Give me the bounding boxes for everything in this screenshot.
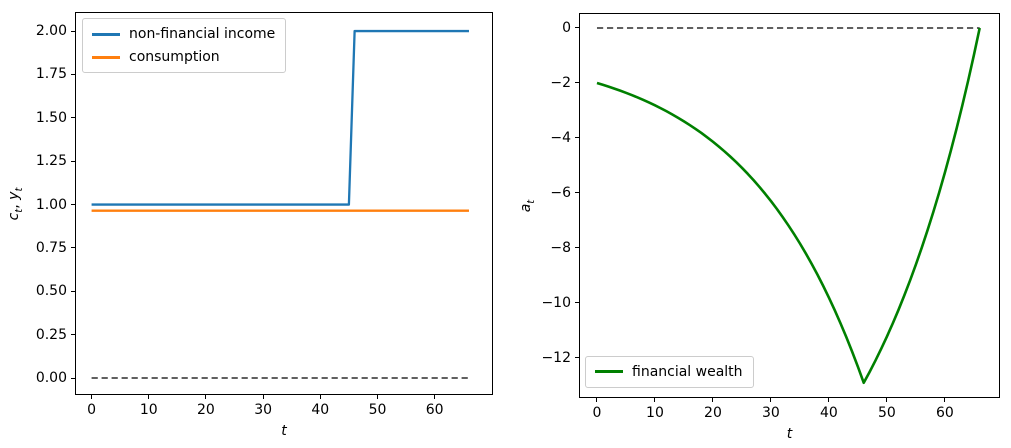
x-tick-label: 60 bbox=[935, 405, 954, 421]
y-tick-mark bbox=[71, 73, 75, 75]
x-tick-mark bbox=[148, 395, 150, 399]
x-tick-label: 20 bbox=[197, 402, 215, 418]
y-tick-label: −2 bbox=[550, 74, 571, 91]
x-tick-mark bbox=[91, 395, 93, 399]
y-tick-mark bbox=[71, 160, 75, 162]
legend-label-non-financial-income: non-financial income bbox=[129, 26, 276, 42]
x-tick-label: 50 bbox=[877, 405, 896, 421]
legend-label-financial-wealth: financial wealth bbox=[632, 363, 743, 380]
y-tick-mark bbox=[71, 30, 75, 32]
x-tick-label: 0 bbox=[87, 402, 97, 418]
x-tick-mark bbox=[319, 395, 321, 399]
y-tick-mark bbox=[575, 302, 579, 304]
series-line-financial-wealth bbox=[596, 27, 981, 385]
y-tick-label: −4 bbox=[550, 129, 571, 146]
left-legend: non-financial income consumption bbox=[82, 18, 287, 74]
y-tick-label: 2.00 bbox=[35, 23, 67, 40]
x-tick-label: 50 bbox=[368, 402, 387, 418]
y-tick-mark bbox=[71, 290, 75, 292]
x-tick-label: 10 bbox=[646, 405, 664, 421]
y-tick-label: 0.25 bbox=[35, 326, 67, 343]
series-line-non-financial-income bbox=[91, 29, 469, 206]
y-tick-label: −8 bbox=[550, 239, 571, 256]
legend-line-sample-blue bbox=[92, 32, 120, 36]
left-x-axis-label: t bbox=[281, 423, 287, 439]
y-tick-mark bbox=[71, 334, 75, 336]
x-tick-mark bbox=[434, 395, 436, 399]
y-tick-mark bbox=[575, 82, 579, 84]
x-tick-mark bbox=[944, 398, 946, 402]
left-plot-area bbox=[75, 12, 493, 395]
axes-frame bbox=[75, 12, 493, 395]
x-tick-label: 10 bbox=[139, 402, 158, 418]
x-tick-mark bbox=[376, 395, 378, 399]
x-tick-label: 40 bbox=[820, 405, 838, 421]
y-tick-label: 1.50 bbox=[35, 109, 67, 126]
legend-item-non-financial-income: non-financial income bbox=[92, 26, 275, 42]
x-tick-label: 30 bbox=[762, 405, 780, 421]
right-x-axis-label: t bbox=[786, 426, 793, 442]
x-tick-mark bbox=[770, 398, 772, 402]
y-tick-mark bbox=[71, 377, 75, 379]
y-tick-label: 1.00 bbox=[35, 196, 67, 213]
x-tick-mark bbox=[596, 398, 598, 402]
y-tick-label: −12 bbox=[541, 349, 571, 366]
left-plot-axes: non-financial income consumption bbox=[75, 12, 493, 395]
y-tick-label: 1.75 bbox=[35, 66, 67, 83]
legend-label-consumption: consumption bbox=[129, 49, 220, 66]
y-tick-mark bbox=[71, 204, 75, 206]
legend-item-financial-wealth: financial wealth bbox=[595, 364, 743, 380]
x-tick-label: 20 bbox=[704, 405, 722, 421]
x-tick-mark bbox=[262, 395, 264, 399]
y-tick-mark bbox=[575, 247, 579, 249]
y-tick-mark bbox=[575, 357, 579, 359]
x-tick-label: 60 bbox=[425, 402, 444, 418]
y-tick-mark bbox=[71, 117, 75, 119]
x-tick-label: 40 bbox=[311, 402, 330, 418]
y-tick-mark bbox=[575, 137, 579, 139]
y-tick-label: −10 bbox=[541, 294, 571, 311]
x-tick-mark bbox=[886, 398, 888, 402]
x-tick-mark bbox=[654, 398, 656, 402]
y-tick-label: 1.25 bbox=[35, 153, 67, 170]
x-tick-mark bbox=[828, 398, 830, 402]
right-legend: financial wealth bbox=[585, 355, 754, 388]
y-tick-mark bbox=[575, 27, 579, 29]
y-tick-mark bbox=[575, 192, 579, 194]
axes-frame bbox=[579, 13, 1000, 398]
x-tick-label: 30 bbox=[254, 402, 273, 418]
y-tick-label: 0.75 bbox=[35, 239, 67, 256]
right-plot-area bbox=[579, 13, 1000, 398]
y-tick-label: −6 bbox=[550, 184, 571, 201]
y-tick-label: 0 bbox=[562, 19, 571, 36]
legend-item-consumption: consumption bbox=[92, 49, 275, 65]
y-tick-mark bbox=[71, 247, 75, 249]
y-tick-label: 0.00 bbox=[35, 370, 67, 386]
x-tick-mark bbox=[205, 395, 207, 399]
y-tick-label: 0.50 bbox=[35, 283, 67, 300]
x-tick-mark bbox=[712, 398, 714, 402]
legend-line-sample-orange bbox=[92, 55, 120, 59]
right-plot-axes: financial wealth bbox=[579, 13, 1000, 398]
x-tick-label: 0 bbox=[592, 405, 602, 421]
legend-line-sample-green bbox=[595, 370, 623, 374]
